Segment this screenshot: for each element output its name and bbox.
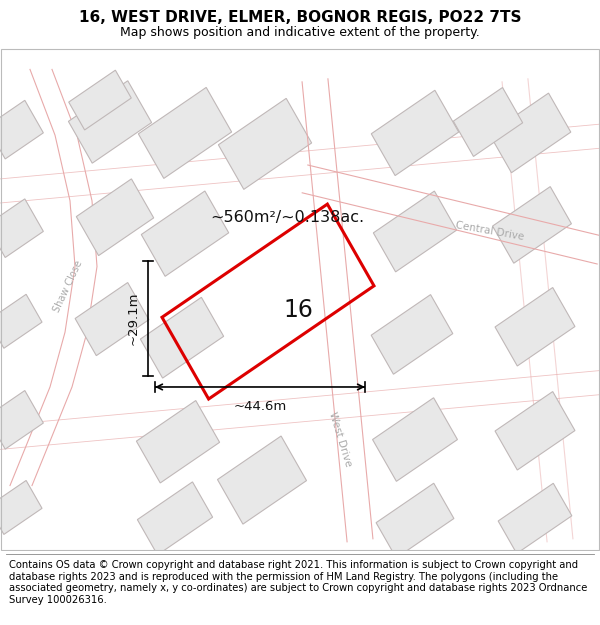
Polygon shape [69, 70, 131, 130]
Text: 16, WEST DRIVE, ELMER, BOGNOR REGIS, PO22 7TS: 16, WEST DRIVE, ELMER, BOGNOR REGIS, PO2… [79, 11, 521, 26]
Polygon shape [0, 391, 43, 449]
Polygon shape [498, 483, 572, 554]
Text: Map shows position and indicative extent of the property.: Map shows position and indicative extent… [120, 26, 480, 39]
Polygon shape [376, 483, 454, 558]
Polygon shape [140, 298, 224, 378]
Text: ~44.6m: ~44.6m [233, 400, 287, 413]
Polygon shape [218, 98, 311, 189]
Polygon shape [0, 481, 42, 534]
Text: 16: 16 [283, 298, 313, 322]
Text: ~560m²/~0.138ac.: ~560m²/~0.138ac. [210, 210, 364, 225]
Polygon shape [76, 179, 154, 256]
Polygon shape [489, 93, 571, 172]
Polygon shape [136, 401, 220, 483]
Text: Contains OS data © Crown copyright and database right 2021. This information is : Contains OS data © Crown copyright and d… [9, 560, 587, 605]
Text: Shaw Close: Shaw Close [52, 259, 85, 314]
Polygon shape [0, 294, 42, 348]
Text: ~29.1m: ~29.1m [127, 292, 140, 345]
Text: Central Drive: Central Drive [455, 221, 525, 243]
Polygon shape [0, 199, 43, 258]
Polygon shape [139, 88, 232, 178]
Text: West Drive: West Drive [327, 411, 353, 468]
Polygon shape [495, 288, 575, 366]
Polygon shape [217, 436, 307, 524]
Polygon shape [371, 90, 459, 176]
Polygon shape [137, 482, 212, 555]
Polygon shape [373, 191, 457, 272]
Polygon shape [371, 294, 453, 374]
Polygon shape [495, 391, 575, 470]
Polygon shape [454, 88, 523, 156]
Polygon shape [493, 187, 571, 263]
Polygon shape [0, 101, 43, 159]
Polygon shape [141, 191, 229, 276]
Polygon shape [75, 282, 149, 356]
Polygon shape [373, 398, 457, 481]
Polygon shape [68, 81, 152, 163]
